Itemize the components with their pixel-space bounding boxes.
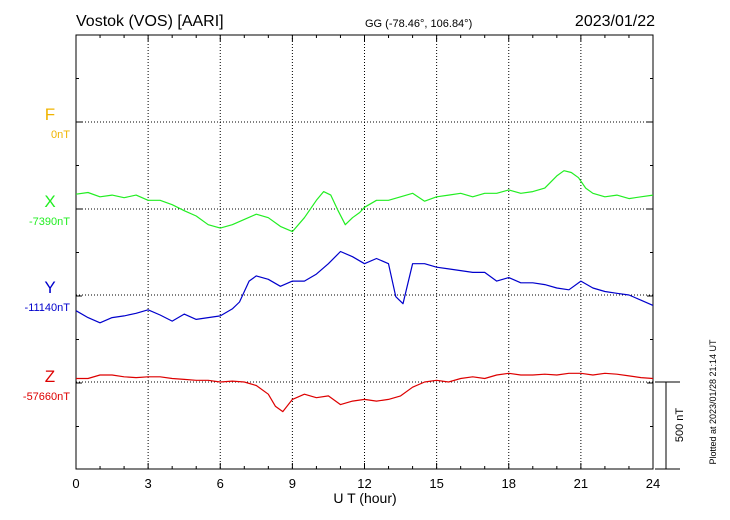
series-baseline-z: -57660nT — [23, 391, 70, 403]
series-line-x — [75, 170, 654, 233]
x-tick-label: 3 — [145, 476, 152, 491]
x-tick-labels: 0 3 6 9 12 15 18 21 24 — [72, 476, 660, 491]
scale-bar: 500 nT — [655, 381, 686, 470]
series-name-y: Y — [44, 278, 55, 297]
x-tick-label: 12 — [357, 476, 371, 491]
series-name-f: F — [45, 105, 55, 124]
x-tick-label: 21 — [574, 476, 588, 491]
series-labels: F 0nT X -7390nT Y -11140nT Z -57660nT — [23, 105, 70, 403]
series-baseline-y: -11140nT — [25, 302, 71, 314]
x-tick-label: 15 — [429, 476, 443, 491]
series-baseline-x: -7390nT — [29, 216, 70, 228]
series-name-x: X — [44, 192, 55, 211]
grid-lines — [76, 35, 653, 469]
coordinates-label: GG (-78.46°, 106.84°) — [365, 18, 472, 30]
series-line-y — [75, 250, 654, 324]
series-line-z — [76, 372, 654, 413]
x-tick-label: 9 — [289, 476, 296, 491]
scale-bar-label: 500 nT — [674, 408, 686, 443]
x-tick-label: 18 — [502, 476, 516, 491]
plotted-timestamp: Plotted at 2023/01/28 21:14 UT — [708, 339, 718, 465]
series-name-z: Z — [45, 367, 55, 386]
series-lines — [75, 170, 654, 413]
axis-ticks — [75, 35, 654, 469]
date-label: 2023/01/22 — [575, 13, 655, 30]
series-baseline-f: 0nT — [51, 129, 70, 141]
station-title: Vostok (VOS) [AARI] — [76, 13, 224, 30]
x-tick-label: 0 — [72, 476, 79, 491]
x-tick-label: 6 — [217, 476, 224, 491]
x-tick-label: 24 — [646, 476, 660, 491]
x-axis-label: U T (hour) — [333, 490, 396, 506]
